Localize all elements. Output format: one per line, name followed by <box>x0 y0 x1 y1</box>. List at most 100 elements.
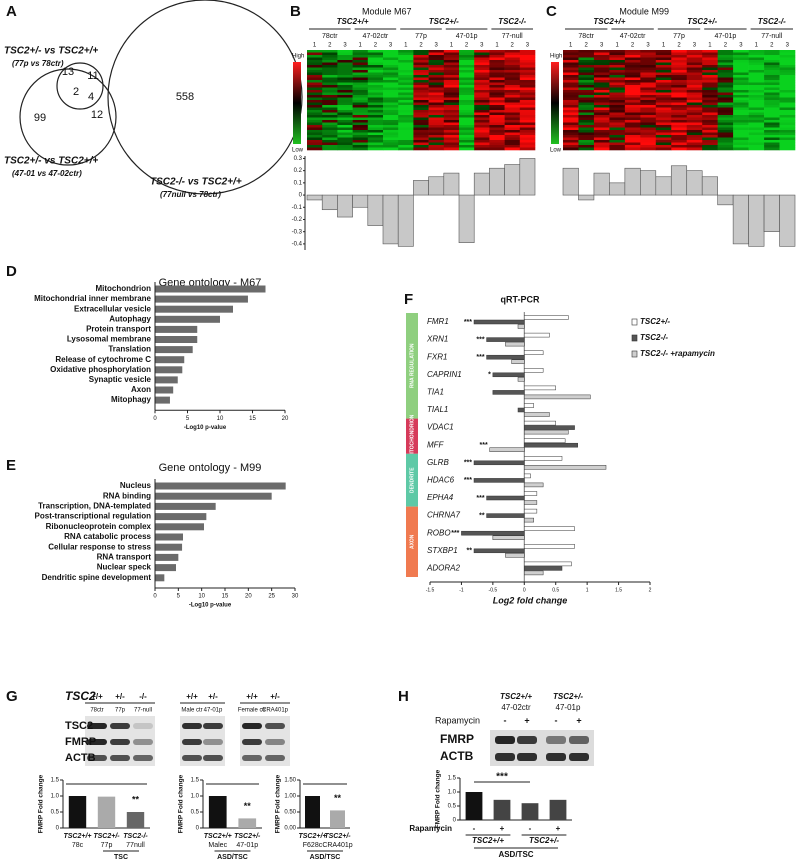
heatmap-cell <box>655 85 672 88</box>
heatmap-cell <box>578 55 595 58</box>
significance: *** <box>496 772 508 783</box>
heatmap-cell <box>307 132 323 136</box>
heatmap-cell <box>337 60 353 63</box>
panel-label: D <box>6 263 17 280</box>
x-tick-label: 0.5 <box>552 587 559 593</box>
group-label: TSC <box>114 854 128 861</box>
heatmap-cell <box>609 82 626 86</box>
heatmap-cell <box>367 132 384 136</box>
heatmap-cell <box>671 142 688 146</box>
bar <box>321 194 338 211</box>
heatmap-cell <box>428 55 445 58</box>
heatmap-cell <box>474 135 490 138</box>
heatmap-cell <box>764 72 780 76</box>
heatmap-cell <box>578 70 595 73</box>
heatmap-cell <box>307 67 323 71</box>
heatmap-cell <box>367 75 384 78</box>
heatmap-cell <box>519 75 536 78</box>
heatmap-cell <box>655 60 672 63</box>
heatmap-cell <box>686 102 703 106</box>
heatmap-cell <box>474 65 490 68</box>
heatmap-cell <box>717 95 734 98</box>
venn-circle <box>19 68 117 166</box>
heatmap-cell <box>748 80 765 83</box>
scale-low: Low <box>292 148 304 154</box>
heatmap-cell <box>307 105 323 108</box>
heatmap-cell <box>322 102 338 106</box>
heatmap-cell <box>655 102 672 106</box>
heatmap-cell <box>609 112 626 116</box>
heatmap-cell <box>428 135 445 138</box>
heatmap-cell <box>352 90 369 93</box>
heatmap-cell <box>398 132 414 136</box>
heatmap-cell <box>474 147 490 151</box>
heatmap-cell <box>459 107 475 111</box>
heatmap-cell <box>702 75 718 78</box>
heatmap-cell <box>367 50 384 53</box>
heatmap-cell <box>489 102 505 106</box>
heatmap-cell <box>489 97 505 101</box>
heatmap-cell <box>352 70 369 73</box>
heatmap-cell <box>578 120 595 123</box>
heatmap-cell <box>779 135 796 138</box>
bar <box>524 315 569 320</box>
group-label: TSC2-/- <box>758 17 786 26</box>
strip-label: AXON <box>409 534 415 549</box>
heatmap-cell <box>609 130 626 133</box>
heatmap-cell <box>413 50 429 53</box>
heatmap-cell <box>352 140 369 143</box>
heatmap-cell <box>733 95 749 98</box>
heatmap-cell <box>489 122 505 126</box>
heatmap-cell <box>337 97 353 101</box>
bar <box>524 420 556 426</box>
heatmap-cell <box>624 132 641 136</box>
heatmap-cell <box>593 50 610 53</box>
heatmap-cell <box>733 145 749 148</box>
heatmap-cell <box>474 72 490 76</box>
heatmap-cell <box>307 120 323 123</box>
heatmap-cell <box>779 120 796 123</box>
heatmap-cell <box>322 72 338 76</box>
heatmap-cell <box>322 125 338 128</box>
category-label: Transcription, DNA-templated <box>38 502 151 511</box>
heatmap <box>307 50 536 151</box>
heatmap-cell <box>307 72 323 76</box>
heatmap-cell <box>459 137 475 141</box>
heatmap-cell <box>459 92 475 96</box>
heatmap-cell <box>307 87 323 91</box>
gene-label: VDAC1 <box>427 423 454 432</box>
heatmap-cell <box>717 140 734 143</box>
heatmap-cell <box>504 132 521 136</box>
heatmap-cell <box>413 77 429 81</box>
gene-label: HDAC6 <box>427 476 455 485</box>
heatmap-cell <box>671 62 688 66</box>
heatmap-cell <box>578 117 595 121</box>
heatmap-cell <box>748 75 765 78</box>
heatmap-cell <box>702 85 718 88</box>
heatmap-cell <box>640 67 657 71</box>
heatmap-cell <box>671 82 688 86</box>
heatmap-cell <box>609 120 626 123</box>
heatmap-cell <box>352 135 369 138</box>
heatmap-cell <box>307 145 323 148</box>
category-strip <box>406 506 418 577</box>
bar <box>524 508 538 514</box>
heatmap-cell <box>474 55 490 58</box>
heatmap-cell <box>733 122 749 126</box>
heatmap-cell <box>322 107 338 111</box>
heatmap-cell <box>671 97 688 101</box>
category-label: Cellular response to stress <box>48 542 151 551</box>
band <box>203 755 223 761</box>
heatmap-cell <box>337 125 353 128</box>
heatmap-cell <box>686 117 703 121</box>
heatmap-cell <box>563 137 579 141</box>
heatmap-cell <box>764 110 780 113</box>
heatmap-cell <box>733 92 749 96</box>
y-tick-label: 0.3 <box>294 156 303 162</box>
heatmap-cell <box>624 135 641 138</box>
heatmap-cell <box>655 97 672 101</box>
bar <box>517 377 525 382</box>
heatmap-cell <box>413 85 429 88</box>
heatmap-cell <box>504 125 521 128</box>
heatmap-cell <box>428 130 445 133</box>
